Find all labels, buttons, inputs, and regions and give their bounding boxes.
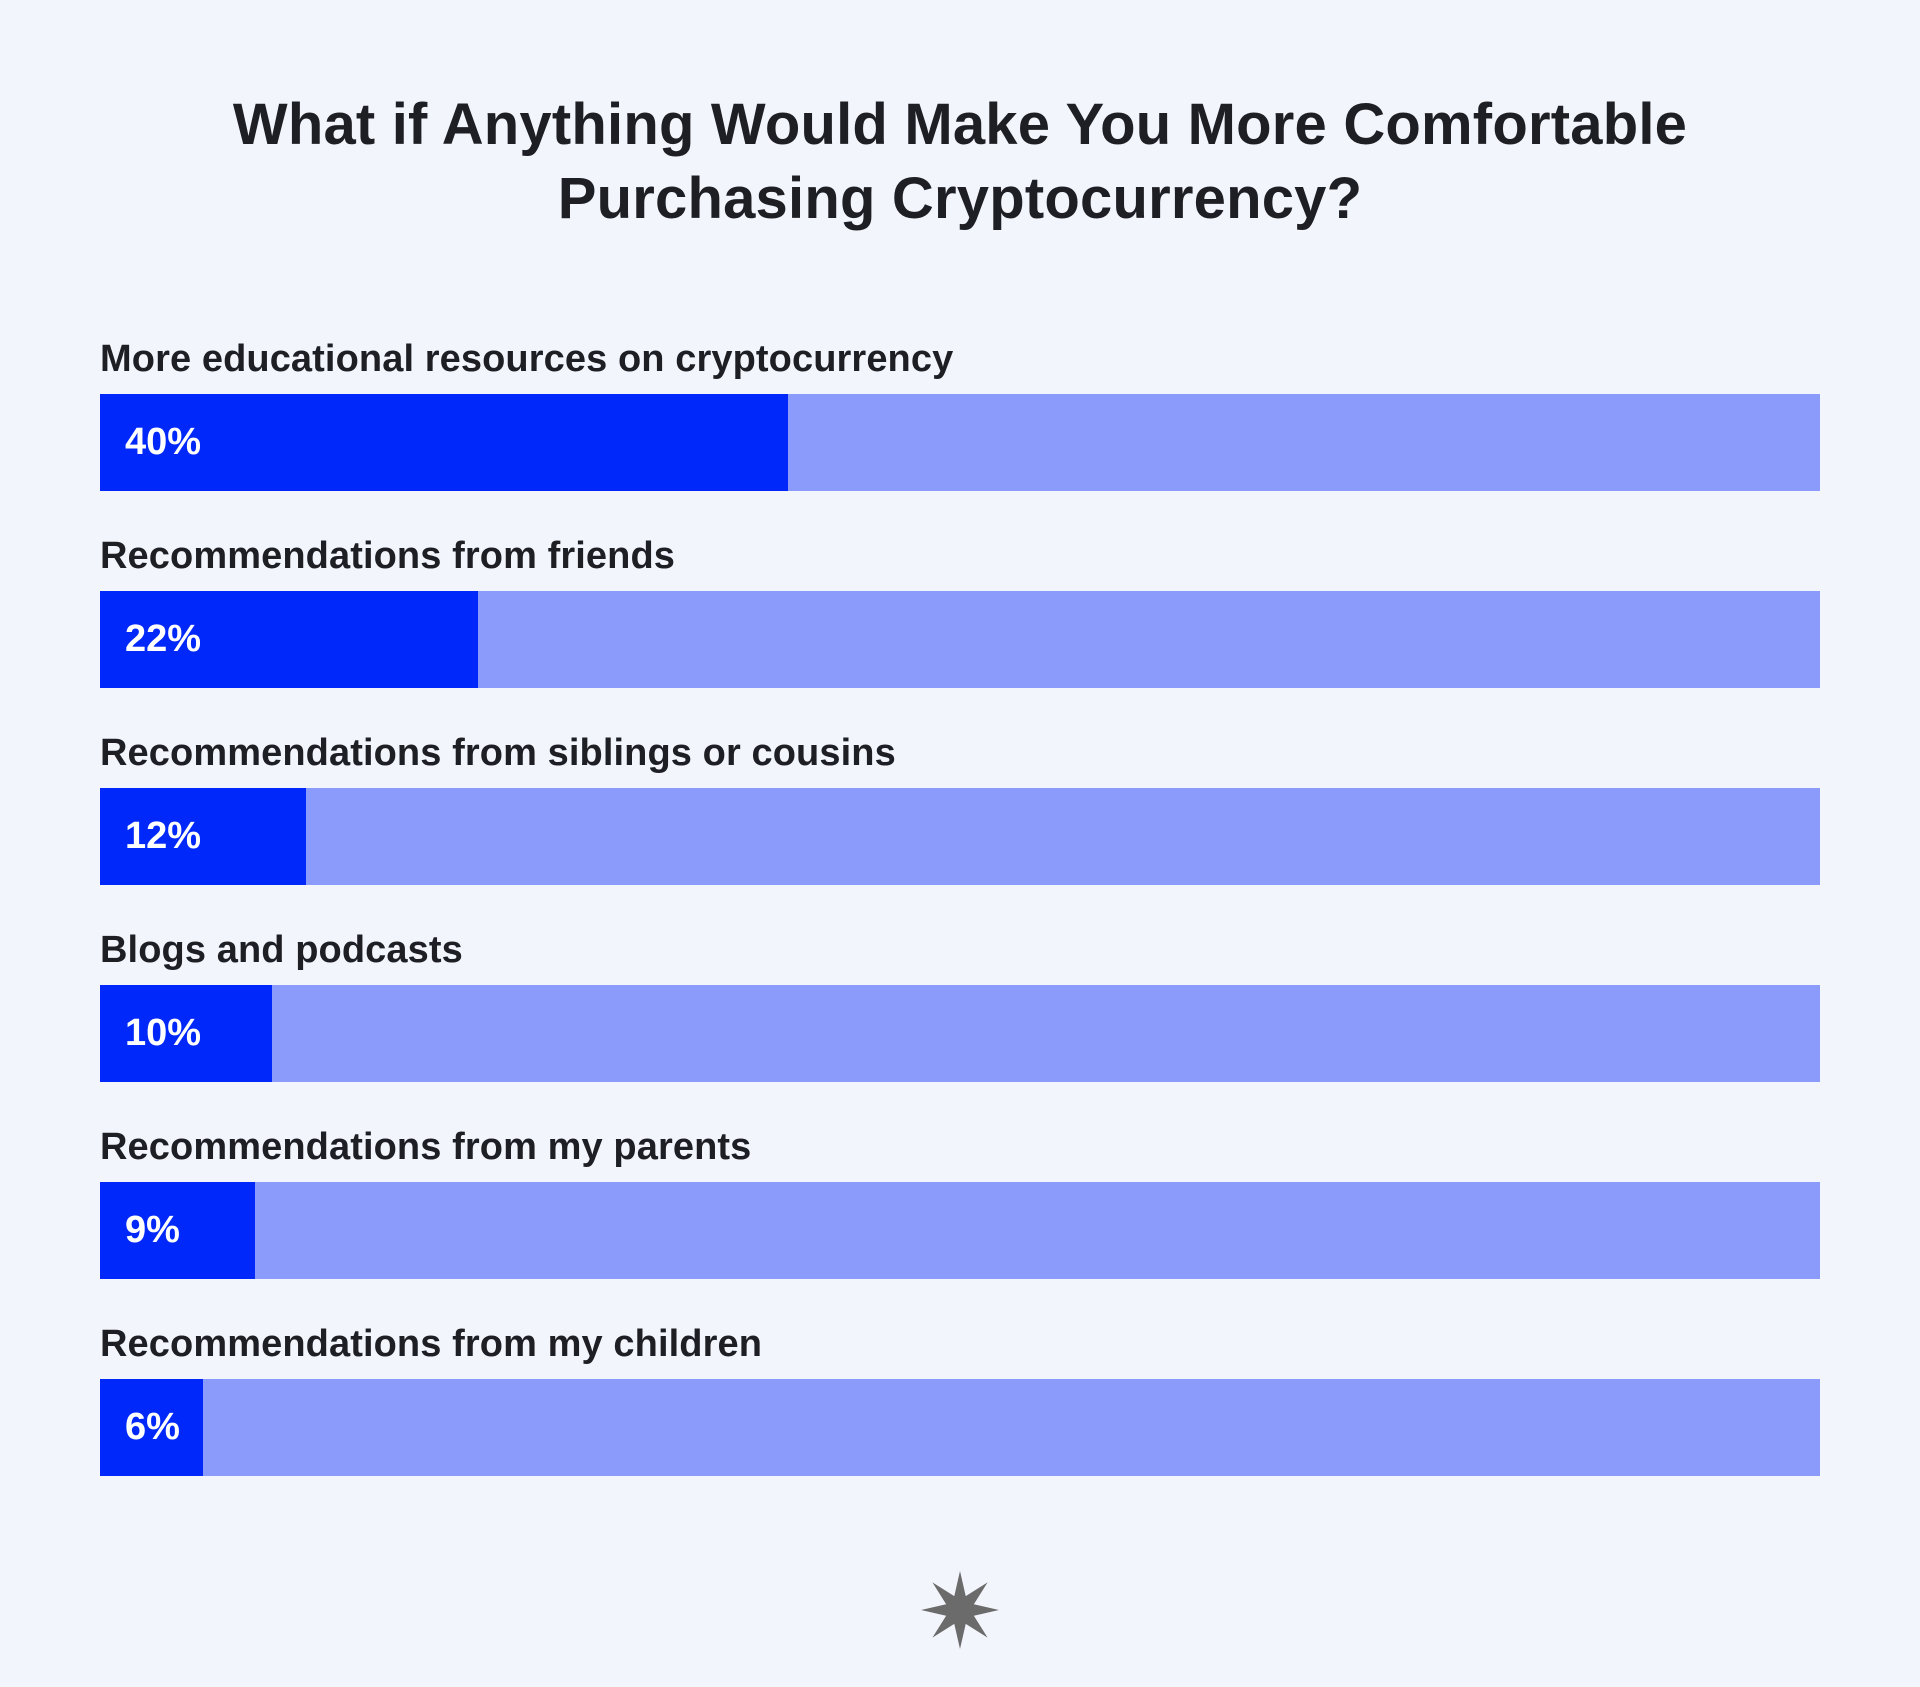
bar-row: Recommendations from my parents 9% [100, 1122, 1820, 1319]
bar-value-label: 40% [125, 421, 202, 463]
bar-track: 10% [100, 985, 1820, 1082]
bar-fill [100, 394, 788, 491]
bar-value-label: 22% [125, 618, 202, 660]
bar-value-label: 10% [125, 1012, 202, 1054]
bar-value-label: 9% [125, 1209, 180, 1251]
bar-category-label: Recommendations from friends [100, 535, 676, 577]
bar-row: More educational resources on cryptocurr… [100, 334, 1820, 531]
chart-title-line-2: Purchasing Cryptocurrency? [557, 166, 1363, 231]
bar-category-label: Recommendations from my children [100, 1323, 763, 1365]
bar-row: Recommendations from friends 22% [100, 531, 1820, 728]
bar-track: 22% [100, 591, 1820, 688]
bar-chart: More educational resources on cryptocurr… [100, 334, 1820, 1516]
bar-fill [100, 1182, 255, 1279]
bar-fill [100, 591, 478, 688]
chart-title: What if Anything Would Make You More Com… [0, 88, 1920, 236]
chart-title-line-1: What if Anything Would Make You More Com… [232, 92, 1688, 157]
bar-fill [100, 1379, 203, 1476]
bar-fill [100, 788, 306, 885]
bar-track: 12% [100, 788, 1820, 885]
starburst-logo-icon [921, 1571, 999, 1649]
bar-row: Recommendations from siblings or cousins… [100, 728, 1820, 925]
bar-fill [100, 985, 272, 1082]
bar-track: 40% [100, 394, 1820, 491]
bar-category-label: Recommendations from my parents [100, 1126, 752, 1168]
bar-value-label: 6% [125, 1406, 180, 1448]
bar-track: 6% [100, 1379, 1820, 1476]
bar-category-label: More educational resources on cryptocurr… [100, 338, 954, 380]
bar-value-label: 12% [125, 815, 202, 857]
bar-category-label: Recommendations from siblings or cousins [100, 732, 896, 774]
bar-category-label: Blogs and podcasts [100, 929, 463, 971]
bar-row: Blogs and podcasts 10% [100, 925, 1820, 1122]
bar-row: Recommendations from my children 6% [100, 1319, 1820, 1516]
bar-track: 9% [100, 1182, 1820, 1279]
